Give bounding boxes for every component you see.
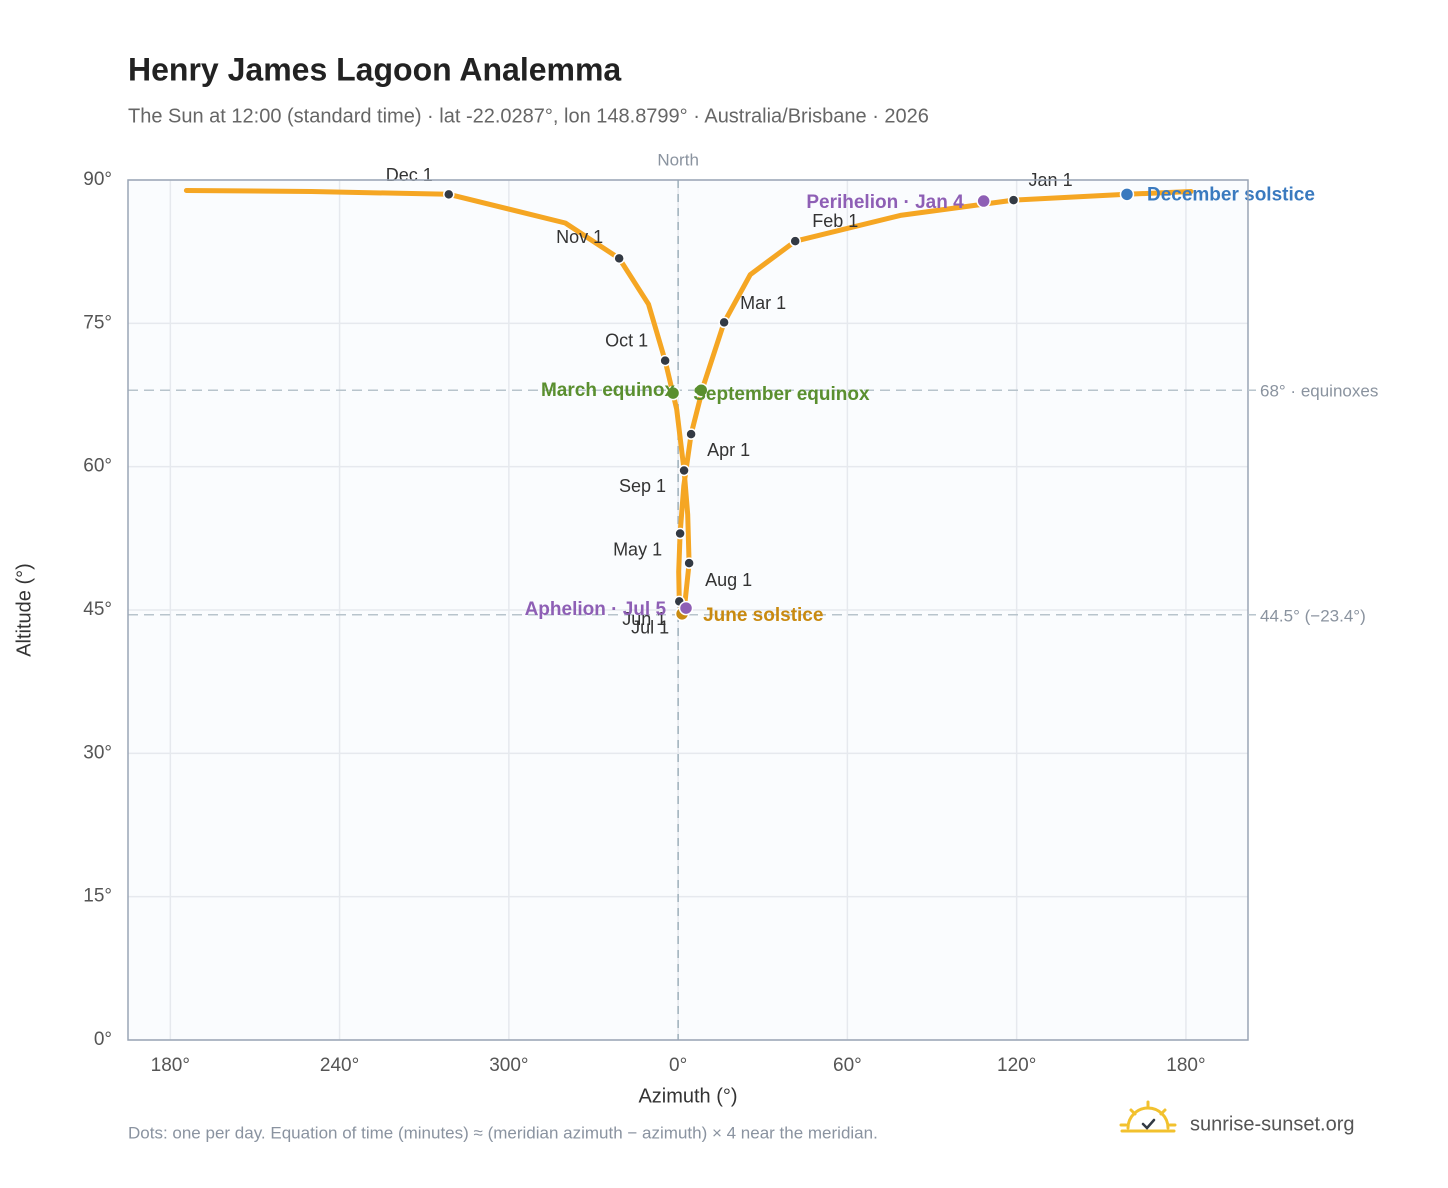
event-marker xyxy=(694,382,709,398)
reference-label: 44.5° (−23.4°) xyxy=(1260,606,1366,625)
month-marker xyxy=(674,527,686,540)
month-marker xyxy=(683,557,695,569)
y-axis-title: Altitude (°) xyxy=(13,563,35,657)
event-marker xyxy=(1119,187,1135,202)
brand-logo xyxy=(1119,1100,1177,1133)
reference-label: 68° · equinoxes xyxy=(1260,382,1378,401)
month-label: Mar 1 xyxy=(740,293,786,313)
month-label: Apr 1 xyxy=(707,440,750,460)
chart-title: Henry James Lagoon Analemma xyxy=(128,51,621,87)
brand: sunrise-sunset.org xyxy=(1190,1113,1355,1135)
chart-subtitle: The Sun at 12:00 (standard time) · lat -… xyxy=(128,105,929,127)
month-marker xyxy=(613,252,625,265)
x-axis-title: Azimuth (°) xyxy=(638,1085,737,1107)
month-marker xyxy=(678,464,690,477)
month-label: Sep 1 xyxy=(619,476,666,496)
y-tick-label: 15° xyxy=(83,886,112,907)
month-label: Jun 1 xyxy=(622,609,666,629)
meridian-label: North xyxy=(657,150,699,169)
event-label: Aphelion · Jul 5 xyxy=(525,599,667,620)
x-tick-label: 60° xyxy=(833,1055,862,1076)
footnote: Dots: one per day. Equation of time (min… xyxy=(128,1123,878,1142)
event-marker xyxy=(678,600,694,616)
month-marker xyxy=(789,235,801,247)
x-tick-label: 120° xyxy=(997,1055,1036,1076)
month-label: Oct 1 xyxy=(605,330,648,350)
x-tick-label: 300° xyxy=(489,1055,528,1076)
x-tick-label: 180° xyxy=(151,1055,190,1076)
month-label: Dec 1 xyxy=(386,165,433,185)
month-label: Nov 1 xyxy=(556,227,603,247)
month-marker xyxy=(659,354,671,367)
x-tick-label: 240° xyxy=(320,1055,359,1076)
y-tick-label: 90° xyxy=(83,169,112,190)
y-tick-label: 45° xyxy=(83,599,112,620)
month-label: Aug 1 xyxy=(705,570,752,590)
event-marker xyxy=(976,193,991,209)
y-tick-label: 60° xyxy=(83,456,112,477)
month-marker xyxy=(718,316,730,329)
event-label: September equinox xyxy=(693,384,870,405)
y-tick-label: 0° xyxy=(94,1029,112,1050)
plot-frame xyxy=(127,179,1249,1041)
month-marker xyxy=(685,428,697,440)
event-label: March equinox xyxy=(541,380,676,401)
month-label: Feb 1 xyxy=(812,211,858,231)
event-marker xyxy=(665,385,681,401)
month-label: Jul 1 xyxy=(631,618,669,638)
event-label: Perihelion · Jan 4 xyxy=(806,192,964,213)
month-label: May 1 xyxy=(613,539,662,559)
y-tick-label: 75° xyxy=(83,312,112,333)
x-tick-label: 0° xyxy=(669,1055,687,1076)
y-tick-label: 30° xyxy=(83,742,112,763)
x-tick-label: 180° xyxy=(1166,1055,1205,1076)
event-label: December solstice xyxy=(1147,184,1315,205)
month-marker xyxy=(1007,194,1020,206)
event-label: June solstice xyxy=(703,605,823,626)
month-marker xyxy=(443,188,455,201)
